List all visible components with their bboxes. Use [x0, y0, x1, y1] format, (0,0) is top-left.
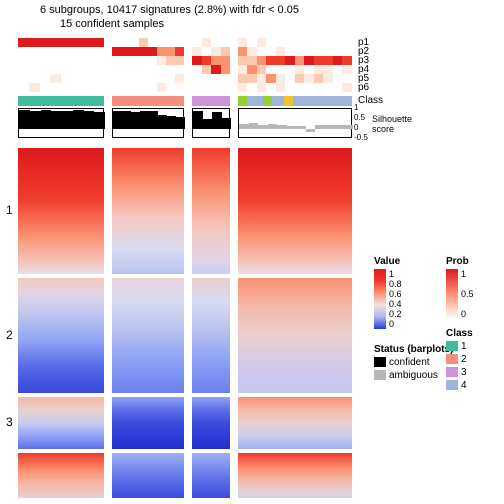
legend-tick: 0.4: [389, 299, 402, 309]
class-strip-segment: [18, 96, 104, 106]
prob-strip-cell: [238, 38, 352, 47]
prob-strip-cell: [192, 65, 230, 74]
prob-strip-cell: [192, 74, 230, 83]
prob-strip-cell: [112, 83, 184, 92]
prob-label: p6: [358, 82, 369, 93]
title-line-2: 15 confident samples: [60, 18, 164, 30]
legend-title: Status (barplots): [374, 344, 453, 355]
silhouette-tick: -0.5: [354, 133, 368, 142]
prob-strip-cell: [112, 65, 184, 74]
silhouette-tick: 1: [354, 103, 358, 112]
silhouette-tick: 0.5: [354, 113, 365, 122]
class-strip-segment: [238, 96, 352, 106]
prob-strip-cell: [18, 47, 104, 56]
legend-item: 3: [446, 367, 473, 379]
prob-strip-cell: [192, 56, 230, 65]
legend-title: Class: [446, 328, 473, 339]
prob-strip-cell: [18, 65, 104, 74]
legend-item: confident: [374, 357, 453, 369]
silhouette-panel: [18, 108, 104, 138]
silhouette-tick: 0: [354, 123, 358, 132]
heatmap-block: [238, 148, 352, 274]
silhouette-panel: [192, 108, 230, 138]
class-label: Class: [358, 95, 383, 106]
legend-item: ambiguous: [374, 370, 453, 382]
heatmap-block: [192, 148, 230, 274]
prob-strip-cell: [192, 38, 230, 47]
silhouette-panel: [112, 108, 184, 138]
prob-strip-cell: [112, 38, 184, 47]
prob-strip-cell: [18, 83, 104, 92]
heatmap-block: [18, 397, 104, 449]
prob-strip-cell: [112, 56, 184, 65]
heatmap-row-label: 3: [6, 415, 13, 429]
heatmap-block: [18, 453, 104, 498]
prob-strip-cell: [192, 47, 230, 56]
prob-strip-cell: [238, 56, 352, 65]
heatmap-block: [238, 397, 352, 449]
legend-tick: 1: [461, 269, 474, 279]
legend-prob: Prob 1 0.5 0: [446, 256, 474, 319]
heatmap-block: [192, 397, 230, 449]
legend-tick: 0: [389, 319, 402, 329]
prob-strip-cell: [18, 38, 104, 47]
prob-strip-cell: [238, 47, 352, 56]
legend-title: Prob: [446, 256, 474, 267]
legend-tick: 0: [461, 309, 474, 319]
prob-strip-cell: [18, 74, 104, 83]
legend-tick: 0.6: [389, 289, 402, 299]
legend-tick: 0.5: [461, 289, 474, 299]
legend-title: Value: [374, 256, 402, 267]
prob-strip-cell: [238, 65, 352, 74]
silhouette-label: Silhouette score: [372, 114, 412, 134]
prob-strip-cell: [238, 74, 352, 83]
class-strip-segment: [192, 96, 230, 106]
heatmap-block: [18, 148, 104, 274]
heatmap-block: [112, 148, 184, 274]
class-strip-segment: [112, 96, 184, 106]
heatmap-block: [238, 453, 352, 498]
legend-tick: 1: [389, 269, 402, 279]
prob-strip-cell: [192, 83, 230, 92]
heatmap-block: [112, 453, 184, 498]
heatmap-block: [238, 278, 352, 393]
legend-item: 4: [446, 380, 473, 392]
heatmap-block: [192, 453, 230, 498]
heatmap-row-label: 1: [6, 203, 13, 217]
legend-status: Status (barplots) confidentambiguous: [374, 344, 453, 383]
legend-value: Value 10.80.60.40.20: [374, 256, 402, 329]
prob-strip-cell: [238, 83, 352, 92]
prob-strip-cell: [112, 47, 184, 56]
silhouette-panel: [238, 108, 352, 138]
heatmap-block: [112, 397, 184, 449]
heatmap-block: [112, 278, 184, 393]
heatmap-block: [192, 278, 230, 393]
legend-tick: 0.2: [389, 309, 402, 319]
legend-item: 1: [446, 341, 473, 353]
legend-tick: 0.8: [389, 279, 402, 289]
title-line-1: 6 subgroups, 10417 signatures (2.8%) wit…: [40, 4, 299, 16]
prob-strip-cell: [112, 74, 184, 83]
heatmap-row-label: 2: [6, 328, 13, 342]
heatmap-block: [18, 278, 104, 393]
figure-root: 6 subgroups, 10417 signatures (2.8%) wit…: [0, 0, 504, 504]
prob-strip-cell: [18, 56, 104, 65]
legend-class: Class 1234: [446, 328, 473, 393]
legend-item: 2: [446, 354, 473, 366]
